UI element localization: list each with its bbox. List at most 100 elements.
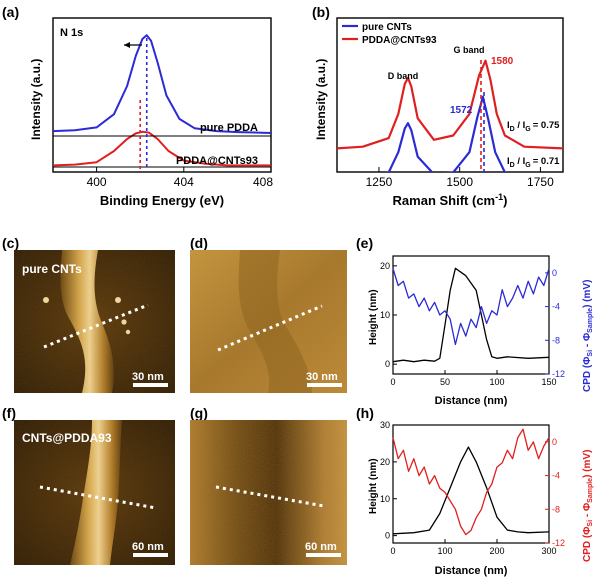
panel-a: (a) N 1s Intensity (a.u.) Binding Energy… — [2, 4, 273, 208]
e-xtick-label-0: 0 — [390, 377, 395, 387]
shift-arrow-icon — [124, 42, 130, 48]
panel-a-curve-label-composite: PDDA@CNTs93 — [176, 155, 258, 167]
panel-c-title: pure CNTs — [22, 262, 82, 276]
panel-a-curve-label-pure: pure PDDA — [200, 122, 258, 134]
panel-e-ylabel-left: Height (nm) — [368, 289, 379, 345]
h-height-series — [392, 446, 550, 535]
e-xtick-label-1: 50 — [440, 377, 450, 387]
panel-g-label: (g) — [190, 405, 208, 421]
panel-h-ylabel-left: Height (nm) — [368, 458, 379, 514]
g-band-label: G band — [454, 45, 485, 55]
afm-noise-c — [14, 250, 175, 393]
panel-f-label: (f) — [2, 405, 16, 421]
panel-e: (e) 0 50 100 150 0 10 20 0 -4 -8 -12 Height (nm) C… — [356, 235, 594, 407]
h-rtick-label-1: -4 — [552, 471, 560, 481]
h-cpd-series — [392, 428, 550, 536]
e-ltick-label-1: 10 — [380, 310, 390, 320]
panel-e-plot: 0 50 100 150 0 10 20 0 -4 -8 -12 — [380, 261, 565, 387]
panel-c-label: (c) — [2, 235, 19, 251]
scale-bar-f — [133, 553, 168, 557]
scale-text-d: 30 nm — [306, 371, 338, 383]
e-ltick-label-2: 20 — [380, 261, 390, 271]
peak-value-red: 1580 — [491, 56, 514, 67]
tick-label-b-2: 1750 — [527, 175, 554, 189]
line-profile-c — [43, 303, 149, 349]
panel-b: (b) Intensity (a.u.) Raman Shift (cm-1) … — [312, 4, 564, 208]
scale-text-c: 30 nm — [132, 371, 164, 383]
line-profile-d — [217, 304, 323, 352]
ratio-red: ID / IG = 0.75 — [507, 120, 560, 133]
h-ltick-label-2: 20 — [380, 457, 390, 467]
series-pure-pdda — [53, 34, 271, 134]
legend-label-pure-cnts: pure CNTs — [362, 22, 412, 33]
panel-h-frame — [392, 424, 550, 544]
panel-b-ylabel: Intensity (a.u.) — [314, 59, 328, 140]
panel-a-corner-text: N 1s — [60, 27, 83, 39]
peak-value-blue: 1572 — [450, 105, 473, 116]
scale-text-f: 60 nm — [132, 541, 164, 553]
h-xtick-label-2: 200 — [489, 546, 504, 556]
series-pdda-cnts93-raman — [337, 59, 563, 150]
panel-d-label: (d) — [190, 235, 208, 251]
panel-h-label: (h) — [356, 405, 374, 421]
panel-e-ylabel-right: CPD (ΦSi - ΦSample) (mV) — [582, 280, 594, 392]
tick-label-b-0: 1250 — [366, 175, 393, 189]
panel-d: (d) 30 nm — [190, 235, 347, 393]
scale-bar-g — [306, 553, 341, 557]
series-pure-cnts — [385, 95, 508, 172]
panel-h-ylabel-right: CPD (ΦSi - ΦSample) (mV) — [582, 450, 594, 562]
panel-e-frame — [392, 255, 550, 375]
h-xtick-label-3: 300 — [541, 546, 556, 556]
e-rtick-label-1: -4 — [552, 302, 560, 312]
h-rtick-label-2: -8 — [552, 504, 560, 514]
e-rtick-label-0: 0 — [552, 268, 557, 278]
panel-a-xlabel: Binding Energy (eV) — [100, 193, 224, 208]
e-ltick-label-0: 0 — [385, 359, 390, 369]
ratio-blue: ID / IG = 0.71 — [507, 156, 560, 169]
h-ltick-label-3: 30 — [380, 420, 390, 430]
h-ltick-label-0: 0 — [385, 531, 390, 541]
panel-c: (c) pure CNTs 30 nm — [2, 235, 175, 393]
panel-a-frame — [52, 17, 272, 173]
panel-b-series — [337, 59, 563, 172]
panel-b-label: (b) — [312, 4, 330, 20]
scale-text-g: 60 nm — [305, 541, 337, 553]
e-cpd-series — [392, 268, 550, 346]
scale-bar-d — [307, 383, 342, 387]
tick-label-a-0: 400 — [87, 175, 107, 189]
tick-label-a-1: 404 — [174, 175, 194, 189]
h-ltick-label-1: 10 — [380, 494, 390, 504]
h-xtick-label-0: 0 — [390, 546, 395, 556]
panel-e-label: (e) — [356, 235, 373, 251]
panel-g: (g) 60 nm — [190, 405, 347, 565]
panel-a-label: (a) — [2, 4, 19, 20]
series-pdda-cnts93 — [53, 130, 271, 167]
afm-noise-f — [14, 420, 175, 565]
h-rtick-label-3: -12 — [552, 538, 565, 548]
panel-a-ylabel: Intensity (a.u.) — [29, 59, 43, 140]
panel-b-xlabel: Raman Shift (cm-1) — [393, 192, 508, 208]
tick-label-a-2: 408 — [253, 175, 273, 189]
e-height-series — [392, 267, 550, 363]
e-rtick-label-3: -12 — [552, 369, 565, 379]
panel-f: (f) CNTs@PDDA93 60 nm — [2, 405, 175, 565]
tick-label-b-1: 1500 — [446, 175, 473, 189]
panel-b-ticks: 1250 1500 1750 — [366, 167, 554, 189]
panel-a-series — [53, 34, 271, 170]
panel-h-xlabel: Distance (nm) — [435, 565, 508, 577]
line-profile-g — [215, 485, 325, 508]
e-xtick-label-2: 100 — [489, 377, 504, 387]
kpfm-noise-d — [190, 250, 347, 393]
e-xtick-label-3: 150 — [541, 377, 556, 387]
h-rtick-label-0: 0 — [552, 437, 557, 447]
kpfm-noise-g — [190, 420, 347, 565]
panel-f-title: CNTs@PDDA93 — [22, 431, 112, 445]
scale-bar-c — [133, 383, 168, 387]
panel-e-xlabel: Distance (nm) — [435, 395, 508, 407]
h-xtick-label-1: 100 — [437, 546, 452, 556]
e-rtick-label-2: -8 — [552, 335, 560, 345]
panel-a-ticks: 400 404 408 — [87, 167, 273, 189]
